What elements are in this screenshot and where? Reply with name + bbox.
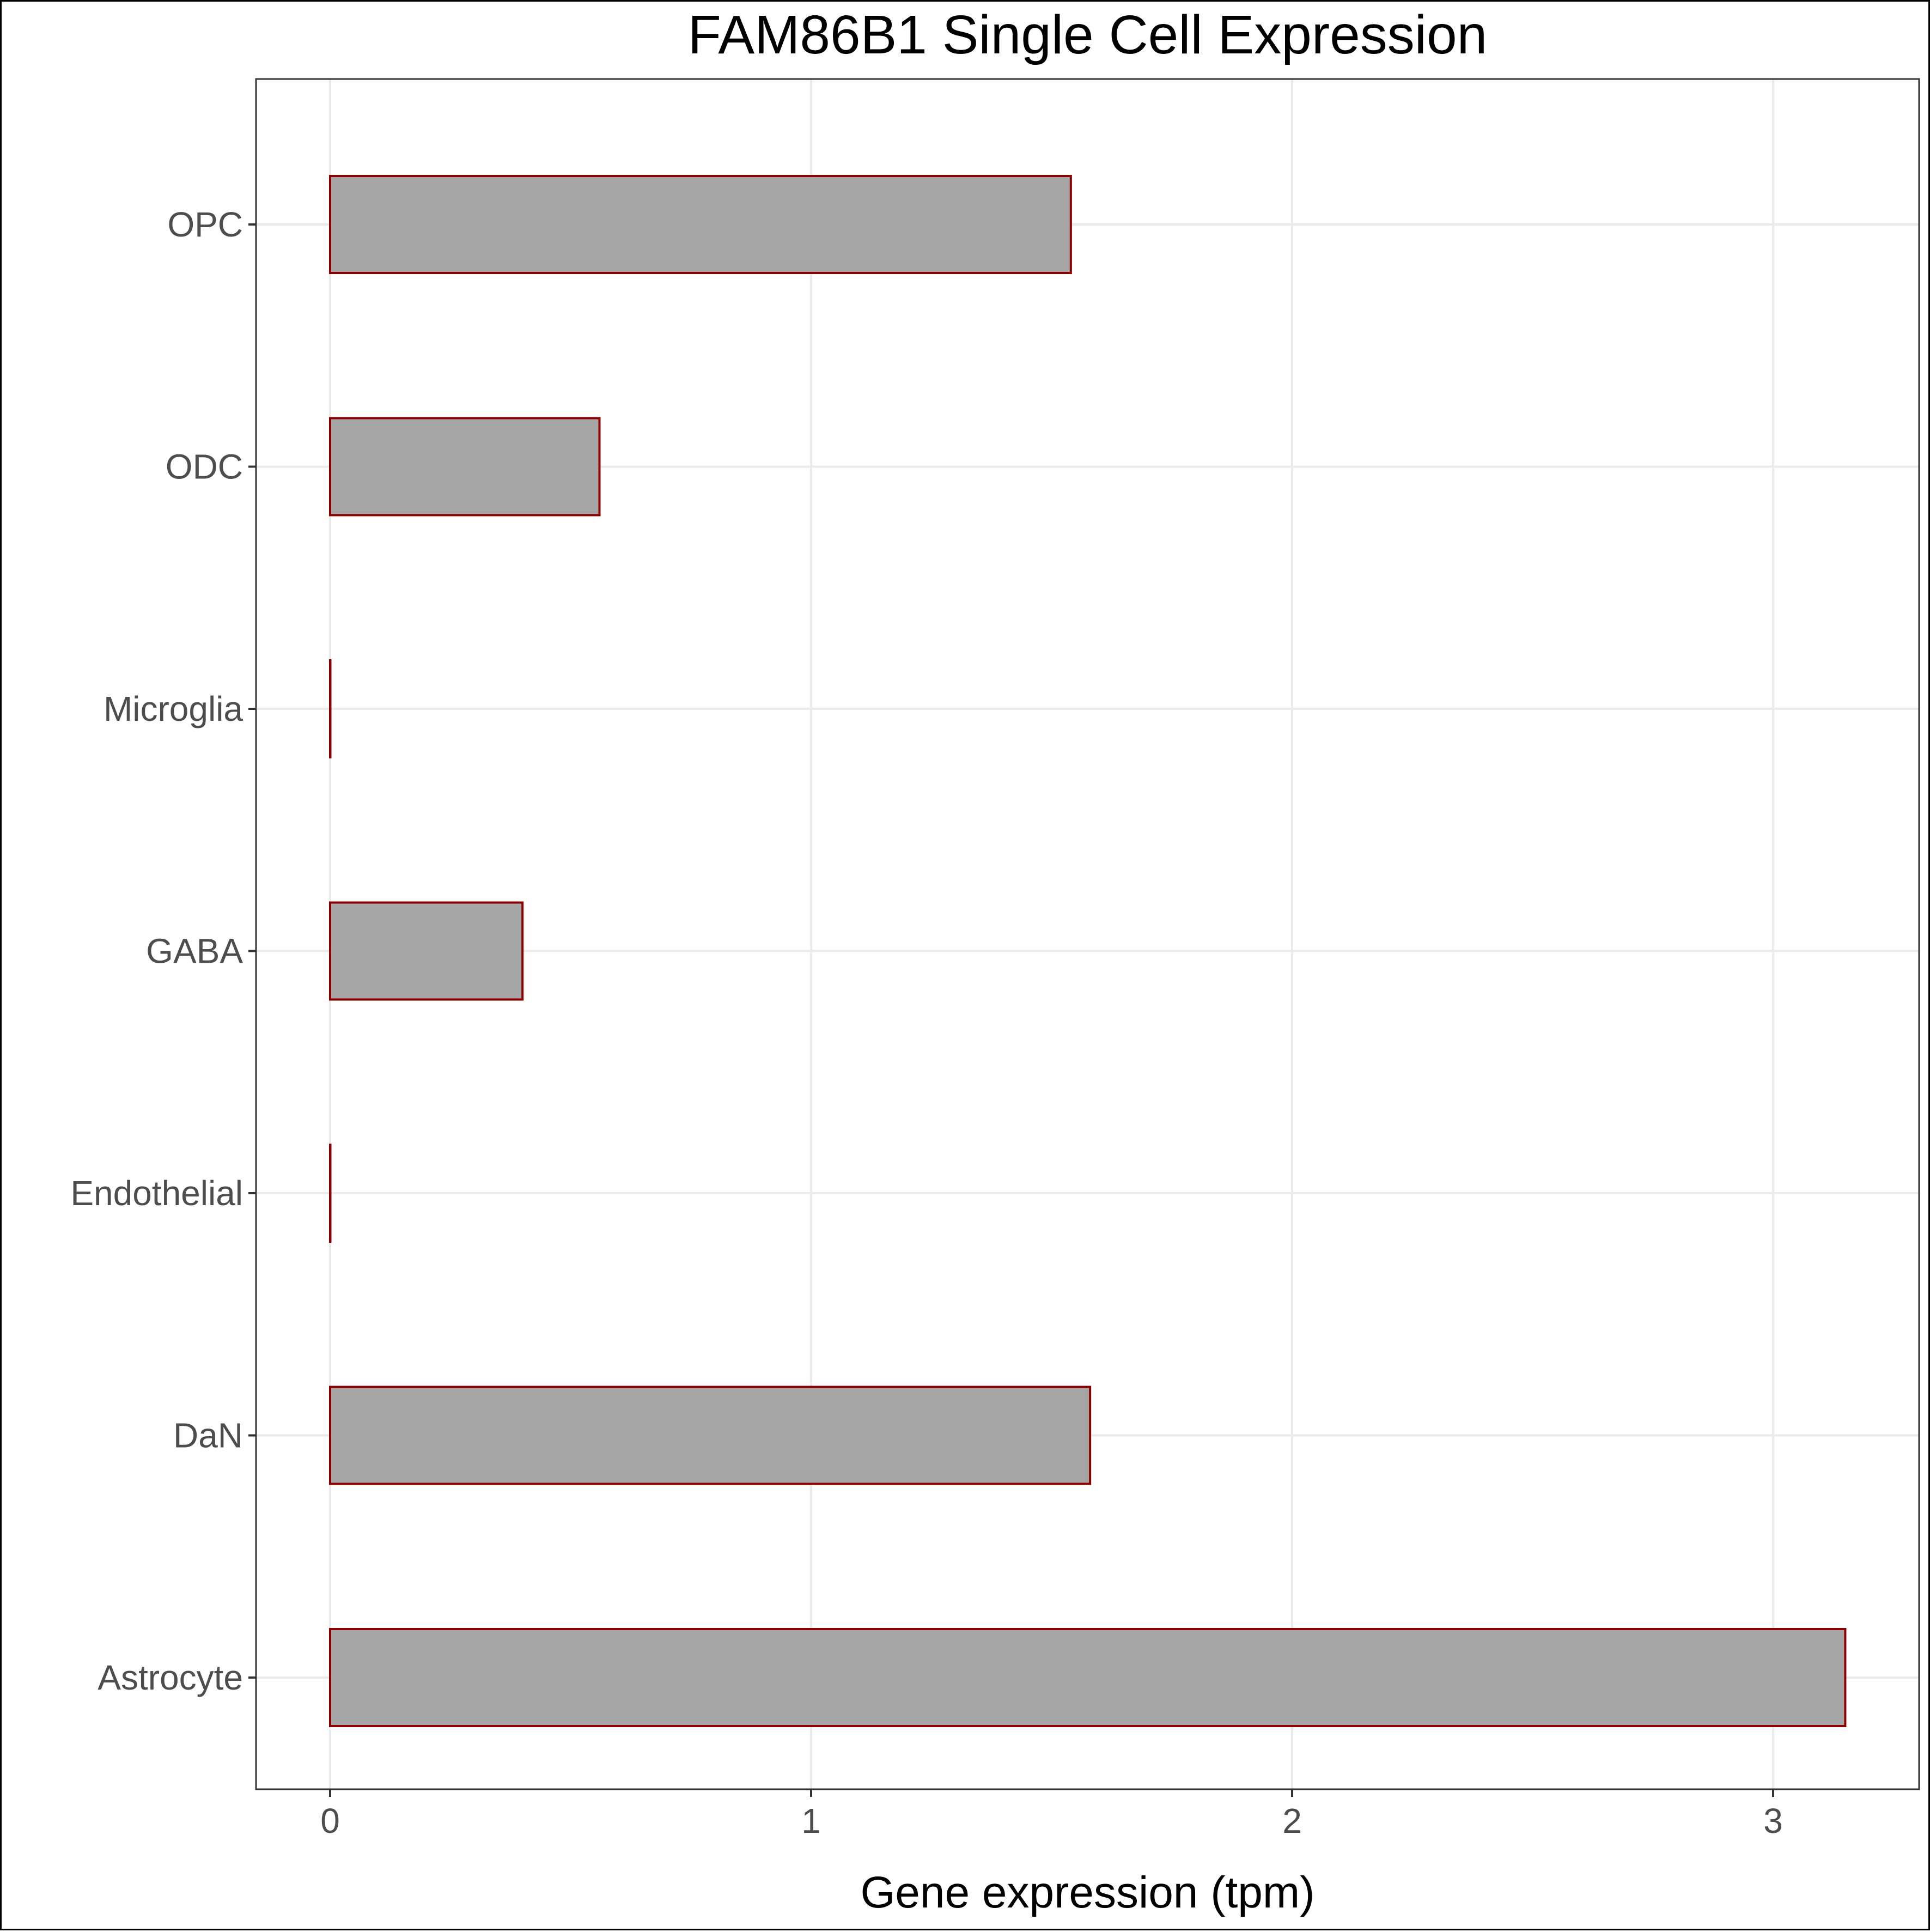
y-tick-label: OPC (167, 205, 243, 244)
bar-astrocyte (329, 1628, 1847, 1727)
bars (329, 175, 1847, 1727)
y-tick-label: Endothelial (70, 1174, 243, 1213)
y-tick-label: Microglia (103, 689, 243, 728)
y-tick-label: ODC (166, 447, 243, 487)
bar-opc (329, 175, 1072, 274)
y-axis: Astrocyte DaN Endothelial GABA Microglia ODC O… (70, 205, 256, 1697)
x-axis-title: Gene expression (tpm) (860, 1868, 1314, 1917)
y-tick-label: GABA (146, 932, 243, 971)
y-tick-label: Astrocyte (98, 1658, 243, 1697)
bar-gaba (329, 901, 524, 1001)
x-tick-label: 3 (1763, 1801, 1783, 1840)
x-tick-label: 0 (320, 1801, 340, 1840)
chart-title: FAM86B1 Single Cell Expression (688, 4, 1487, 65)
bar-odc (329, 417, 601, 517)
y-tick-label: DaN (173, 1416, 243, 1455)
bar-endothelial (329, 1144, 332, 1243)
plot-panel-border (255, 78, 1920, 1790)
x-tick-label: 2 (1282, 1801, 1302, 1840)
x-axis: 0 1 2 3 (320, 1789, 1783, 1840)
bar-dan (329, 1386, 1092, 1485)
bar-microglia (329, 659, 332, 758)
x-tick-label: 1 (801, 1801, 821, 1840)
